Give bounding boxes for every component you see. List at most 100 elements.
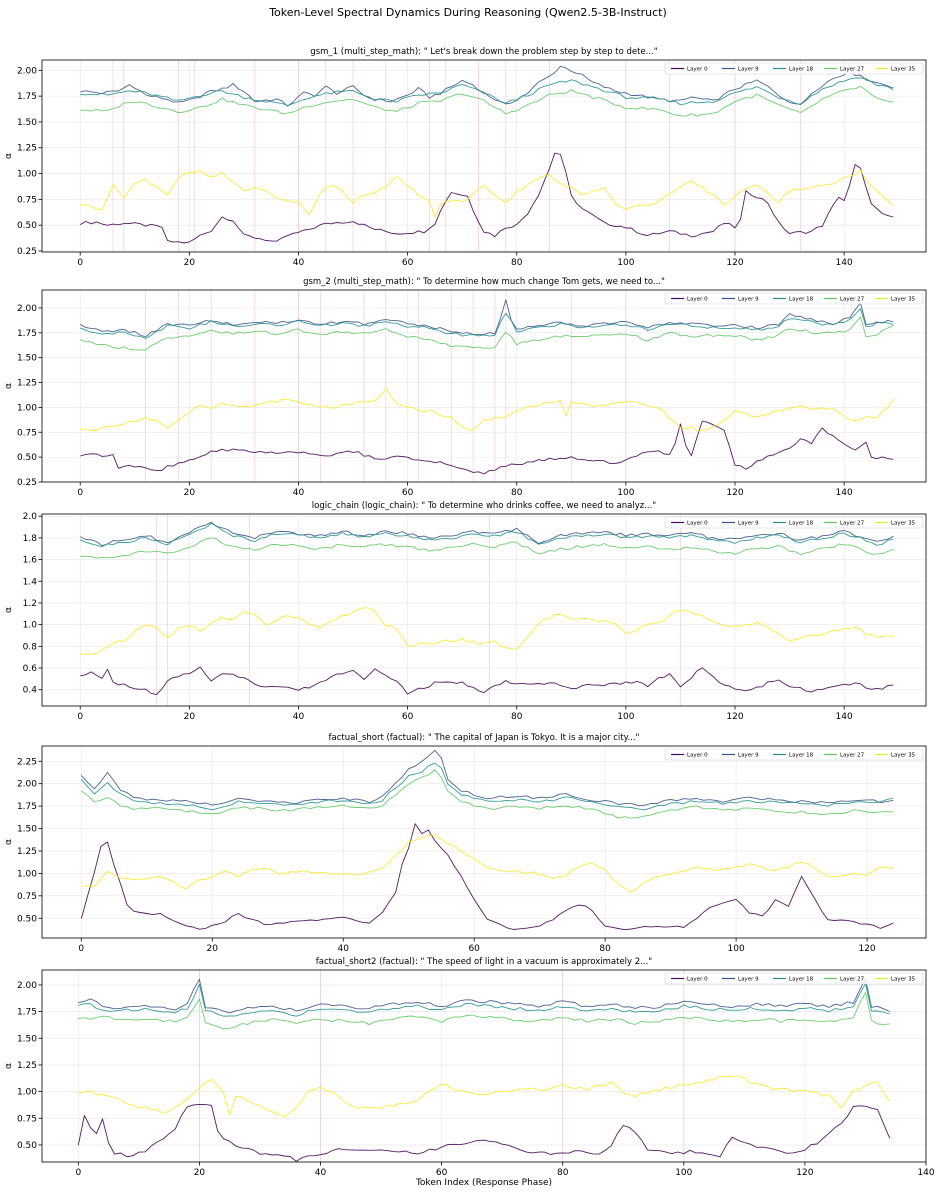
series-line-layer-18 — [80, 77, 894, 106]
x-tick-label: 140 — [836, 258, 853, 268]
x-tick-label: 60 — [402, 712, 414, 722]
y-tick-label: 1.00 — [17, 869, 37, 879]
legend-label: Layer 0 — [687, 67, 708, 73]
x-tick-label: 40 — [337, 944, 349, 954]
x-tick-label: 80 — [557, 1168, 569, 1178]
y-axis-label: α — [4, 383, 14, 389]
y-tick-label: 0.8 — [23, 642, 38, 652]
y-tick-label: 1.00 — [17, 1088, 37, 1098]
y-tick-label: 1.00 — [17, 170, 37, 180]
y-tick-label: 0.4 — [23, 686, 38, 696]
legend-box — [664, 748, 924, 761]
series-line-layer-0 — [80, 666, 894, 696]
series-line-layer-35 — [80, 388, 894, 432]
y-tick-label: 0.25 — [17, 247, 37, 257]
figure-suptitle: Token-Level Spectral Dynamics During Rea… — [269, 6, 667, 19]
x-tick-label: 60 — [436, 1168, 448, 1178]
legend-label: Layer 18 — [789, 67, 814, 73]
chart-panel-2: 0 20 40 60 80 100 120 140 0.25 0.50 0.75 1.00 1.25 1.… — [4, 277, 927, 498]
y-tick-label: 1.00 — [17, 403, 37, 413]
legend-box — [664, 516, 924, 529]
legend-label: Layer 0 — [687, 521, 708, 527]
legend-label: Layer 18 — [789, 753, 814, 759]
x-tick-label: 80 — [511, 488, 523, 498]
series-line-layer-9 — [80, 749, 894, 806]
y-tick-label: 0.50 — [17, 453, 37, 463]
y-tick-label: 1.50 — [17, 1034, 37, 1044]
y-axis-label: α — [4, 839, 14, 845]
series-line-layer-27 — [78, 992, 890, 1030]
y-tick-label: 2.00 — [17, 66, 37, 76]
legend-label: Layer 9 — [738, 67, 759, 73]
x-tick-label: 120 — [726, 712, 743, 722]
x-tick-label: 100 — [728, 944, 745, 954]
y-tick-label: 1.25 — [17, 144, 37, 154]
y-tick-label: 1.75 — [17, 802, 37, 812]
chart-panel-4: 0 20 40 60 80 100 120 0.50 0.75 1.00 1.25 1.50 1.75 2… — [4, 733, 927, 954]
y-tick-label: 1.0 — [23, 621, 38, 631]
y-tick-label: 1.50 — [17, 354, 37, 364]
x-tick-label: 120 — [726, 488, 743, 498]
series-line-layer-35 — [80, 607, 894, 656]
x-tick-label: 60 — [468, 944, 480, 954]
x-tick-label: 0 — [77, 258, 83, 268]
legend-label: Layer 18 — [789, 977, 814, 983]
x-tick-label: 100 — [617, 258, 634, 268]
legend-label: Layer 9 — [738, 297, 759, 303]
x-tick-label: 0 — [77, 488, 83, 498]
legend-label: Layer 9 — [738, 977, 759, 983]
series-line-layer-9 — [78, 978, 890, 1014]
plot-frame — [41, 59, 927, 253]
series-line-layer-0 — [77, 1104, 891, 1162]
x-axis-label: Token Index (Response Phase) — [415, 1178, 553, 1188]
plot-frame — [41, 969, 927, 1163]
x-tick-label: 140 — [917, 1168, 934, 1178]
x-tick-label: 120 — [726, 258, 743, 268]
x-tick-label: 0 — [75, 1168, 81, 1178]
plot-area — [42, 746, 926, 938]
x-tick-label: 140 — [836, 712, 853, 722]
chart-title: gsm_2 (multi_step_math): " To determine … — [303, 277, 665, 287]
x-tick-label: 60 — [402, 258, 414, 268]
x-tick-label: 20 — [194, 1168, 206, 1178]
x-tick-label: 100 — [617, 488, 634, 498]
y-axis-label: α — [4, 153, 14, 159]
plot-area — [42, 970, 926, 1162]
series-line-layer-27 — [80, 316, 894, 351]
x-tick-label: 80 — [511, 258, 523, 268]
legend-label: Layer 35 — [891, 977, 916, 983]
series-line-layer-18 — [78, 983, 890, 1017]
y-tick-label: 1.25 — [17, 379, 37, 389]
legend-label: Layer 9 — [738, 521, 759, 527]
series-line-layer-0 — [80, 823, 894, 931]
x-tick-label: 120 — [858, 944, 875, 954]
series-line-layer-0 — [80, 420, 894, 475]
y-tick-label: 0.75 — [17, 892, 37, 902]
chart-title: gsm_1 (multi_step_math): " Let's break d… — [310, 47, 657, 57]
legend-label: Layer 35 — [891, 67, 916, 73]
legend-label: Layer 35 — [891, 521, 916, 527]
series-line-layer-27 — [81, 769, 894, 819]
y-tick-label: 0.25 — [17, 478, 37, 488]
legend-box — [664, 62, 924, 75]
x-tick-label: 40 — [293, 712, 305, 722]
x-tick-label: 0 — [78, 944, 84, 954]
chart-panel-3: 0 20 40 60 80 100 120 140 0.4 0.6 0.8 1.0 1.2 1.4 1.6 1… — [4, 501, 927, 722]
y-tick-label: 1.2 — [23, 599, 37, 609]
y-tick-label: 1.50 — [17, 825, 37, 835]
y-tick-label: 1.8 — [23, 534, 38, 544]
legend-label: Layer 0 — [687, 977, 708, 983]
legend-box — [664, 972, 924, 985]
y-tick-label: 1.25 — [17, 1061, 37, 1071]
plot-frame — [41, 289, 927, 483]
y-tick-label: 0.75 — [17, 428, 37, 438]
legend-label: Layer 27 — [840, 521, 865, 527]
plot-frame — [41, 513, 927, 707]
chart-panel-5: 0 20 40 60 80 100 120 140 0.50 0.75 1.00 1.25 1.50 1.… — [4, 957, 935, 1178]
y-tick-label: 0.75 — [17, 1114, 37, 1124]
chart-title: factual_short (factual): " The capital o… — [329, 733, 640, 743]
x-tick-label: 40 — [315, 1168, 327, 1178]
legend-label: Layer 35 — [891, 753, 916, 759]
